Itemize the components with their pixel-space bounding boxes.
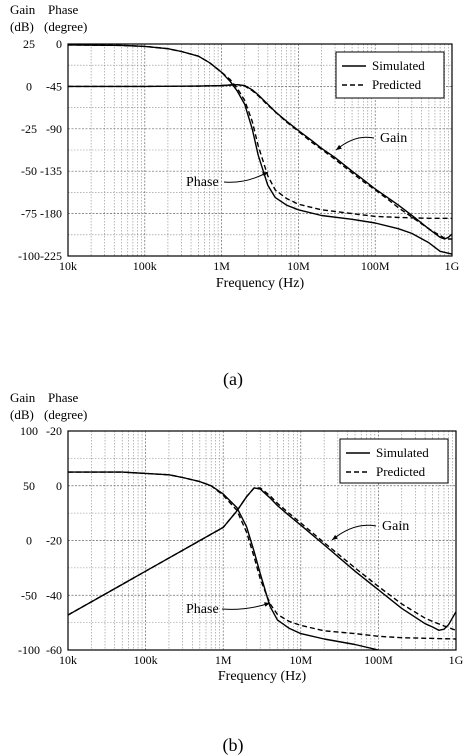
gain-annotation: Gain [382, 519, 409, 534]
arrow-head [262, 172, 268, 177]
phase-tick-label: -180 [40, 207, 62, 221]
phase-tick-label: -60 [46, 643, 62, 657]
x-tick-label: 100M [364, 653, 393, 667]
annotations: Gain Phase [186, 519, 409, 617]
gain-tick-label: 25 [23, 37, 35, 51]
gain-tick-label: -50 [21, 588, 37, 602]
phase-annotation-arrow [223, 171, 269, 183]
phase-annotation-arrow [221, 602, 271, 610]
legend-box [339, 438, 449, 484]
legend-label: Simulated [372, 58, 425, 73]
gain-annotation-arrow [331, 524, 377, 541]
x-tick-label: 1M [215, 653, 232, 667]
arrow-head [264, 602, 270, 607]
figure-caption: (a) [223, 369, 243, 390]
phase-tick-label: 0 [56, 37, 62, 51]
gain-tick-label: -50 [21, 164, 37, 178]
gain-tick-label: 100 [20, 424, 38, 438]
gain-tick-label: 0 [26, 79, 32, 93]
phase-axis-title: Phase [48, 390, 79, 405]
phase-tick-label: -20 [46, 424, 62, 438]
gain-tick-label: -100 [18, 643, 40, 657]
predicted-phase-line [68, 44, 452, 220]
simulated-phase-line [68, 471, 383, 650]
phase-tick-label: -90 [46, 122, 62, 136]
x-tick-label: 10M [287, 259, 310, 273]
plot-frame [67, 430, 457, 651]
gain-axis-title: Gain [10, 2, 36, 17]
x-tick-label: 1G [445, 259, 460, 273]
chart-a: Gain (dB) Phase (degree) 25 0 -25 -50 -75 -100 0 -4… [10, 2, 460, 390]
legend: Simulated Predicted [339, 438, 449, 484]
arrow-head [332, 534, 338, 540]
x-tick-label: 1M [213, 259, 230, 273]
gain-axis-title: Gain [10, 390, 36, 405]
phase-axis-unit: (degree) [44, 19, 87, 34]
figure-caption: (b) [223, 735, 244, 756]
phase-annotation: Phase [186, 175, 219, 190]
phase-annotation: Phase [186, 602, 219, 617]
gain-annotation-arrow [335, 136, 375, 151]
gain-tick-label: -25 [21, 122, 37, 136]
x-tick-label: 10k [59, 259, 77, 273]
x-tick-label: 100k [134, 653, 158, 667]
gain-tick-label: -75 [21, 207, 37, 221]
x-tick-label: 10k [59, 653, 77, 667]
predicted-phase-line [68, 471, 456, 640]
phase-axis-unit: (degree) [44, 407, 87, 422]
phase-tick-label: -225 [40, 249, 62, 263]
legend-label: Predicted [372, 77, 422, 92]
legend-label: Predicted [376, 464, 426, 479]
phase-axis-title: Phase [48, 2, 79, 17]
phase-tick-label: -40 [46, 588, 62, 602]
gain-tick-label: -100 [18, 249, 40, 263]
chart-b: Gain (dB) Phase (degree) 100 50 0 -50 -100 -20 0 -2… [10, 390, 464, 756]
x-tick-label: 100M [361, 259, 390, 273]
legend-label: Simulated [376, 445, 429, 460]
plot-frame [67, 43, 453, 257]
phase-tick-label: -45 [46, 79, 62, 93]
gain-tick-label: 50 [23, 479, 35, 493]
gain-axis-unit: (dB) [10, 407, 34, 422]
annotations: Gain Phase [186, 131, 407, 190]
x-tick-label: 1G [449, 653, 464, 667]
x-axis-label: Frequency (Hz) [218, 669, 307, 684]
series-group [68, 471, 456, 650]
x-axis-label: Frequency (Hz) [216, 276, 305, 291]
legend: Simulated Predicted [335, 51, 445, 99]
x-tick-label: 100k [133, 259, 157, 273]
legend-box [335, 51, 445, 99]
phase-tick-label: -20 [46, 534, 62, 548]
arrow-head [336, 144, 342, 150]
predicted-gain-line [68, 487, 456, 631]
simulated-gain-line [68, 487, 456, 631]
series-group [68, 44, 452, 255]
gain-annotation: Gain [380, 131, 407, 146]
phase-tick-label: -135 [40, 164, 62, 178]
gain-tick-label: 0 [26, 534, 32, 548]
x-tick-label: 10M [289, 653, 312, 667]
gain-axis-unit: (dB) [10, 19, 34, 34]
phase-tick-label: 0 [56, 479, 62, 493]
